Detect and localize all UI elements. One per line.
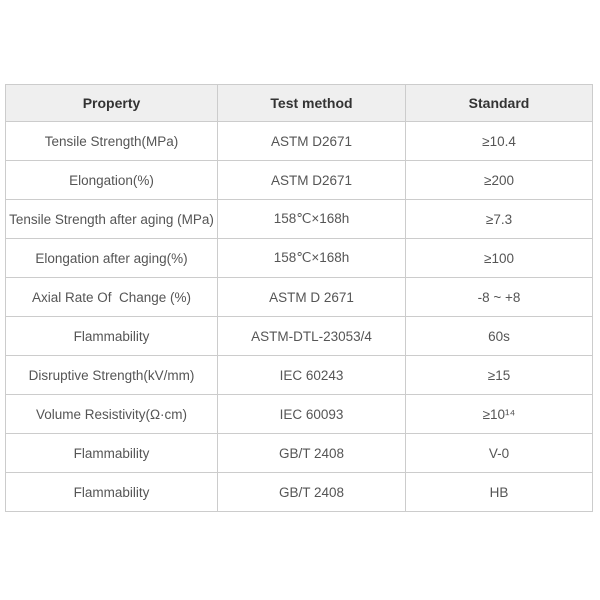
table-body: Tensile Strength(MPa) ASTM D2671 ≥10.4 E… — [5, 121, 593, 512]
spec-table: Property Test method Standard Tensile St… — [5, 84, 593, 512]
property-cell: Flammability — [5, 316, 218, 356]
standard-cell: ≥10¹⁴ — [405, 394, 593, 434]
standard-cell: ≥100 — [405, 238, 593, 278]
table-row: Tensile Strength(MPa) ASTM D2671 ≥10.4 — [5, 121, 593, 161]
property-cell: Volume Resistivity(Ω·cm) — [5, 394, 218, 434]
table-row: Elongation(%) ASTM D2671 ≥200 — [5, 160, 593, 200]
standard-cell: ≥7.3 — [405, 199, 593, 239]
table-row: Tensile Strength after aging (MPa) 158℃×… — [5, 199, 593, 239]
table-header: Property Test method Standard — [5, 84, 593, 122]
test-method-cell: ASTM D2671 — [217, 121, 406, 161]
table-row: Flammability GB/T 2408 HB — [5, 472, 593, 512]
property-cell: Tensile Strength(MPa) — [5, 121, 218, 161]
test-method-cell: GB/T 2408 — [217, 472, 406, 512]
column-header-test-method: Test method — [217, 84, 406, 122]
standard-cell: -8 ~ +8 — [405, 277, 593, 317]
property-cell: Flammability — [5, 433, 218, 473]
table-row: Disruptive Strength(kV/mm) IEC 60243 ≥15 — [5, 355, 593, 395]
table-row: Volume Resistivity(Ω·cm) IEC 60093 ≥10¹⁴ — [5, 394, 593, 434]
column-header-standard: Standard — [405, 84, 593, 122]
test-method-cell: GB/T 2408 — [217, 433, 406, 473]
property-cell: Elongation after aging(%) — [5, 238, 218, 278]
property-cell: Axial Rate Of Change (%) — [5, 277, 218, 317]
test-method-cell: ASTM D2671 — [217, 160, 406, 200]
property-cell: Tensile Strength after aging (MPa) — [5, 199, 218, 239]
standard-cell: ≥15 — [405, 355, 593, 395]
header-row: Property Test method Standard — [5, 84, 593, 122]
property-cell: Disruptive Strength(kV/mm) — [5, 355, 218, 395]
property-cell: Elongation(%) — [5, 160, 218, 200]
test-method-cell: IEC 60093 — [217, 394, 406, 434]
column-header-property: Property — [5, 84, 218, 122]
property-cell: Flammability — [5, 472, 218, 512]
standard-cell: V-0 — [405, 433, 593, 473]
standard-cell: ≥200 — [405, 160, 593, 200]
standard-cell: 60s — [405, 316, 593, 356]
standard-cell: ≥10.4 — [405, 121, 593, 161]
table-row: Elongation after aging(%) 158℃×168h ≥100 — [5, 238, 593, 278]
test-method-cell: ASTM-DTL-23053/4 — [217, 316, 406, 356]
test-method-cell: IEC 60243 — [217, 355, 406, 395]
table-row: Axial Rate Of Change (%) ASTM D 2671 -8 … — [5, 277, 593, 317]
table-row: Flammability ASTM-DTL-23053/4 60s — [5, 316, 593, 356]
test-method-cell: 158℃×168h — [217, 238, 406, 278]
test-method-cell: 158℃×168h — [217, 199, 406, 239]
test-method-cell: ASTM D 2671 — [217, 277, 406, 317]
standard-cell: HB — [405, 472, 593, 512]
table-row: Flammability GB/T 2408 V-0 — [5, 433, 593, 473]
